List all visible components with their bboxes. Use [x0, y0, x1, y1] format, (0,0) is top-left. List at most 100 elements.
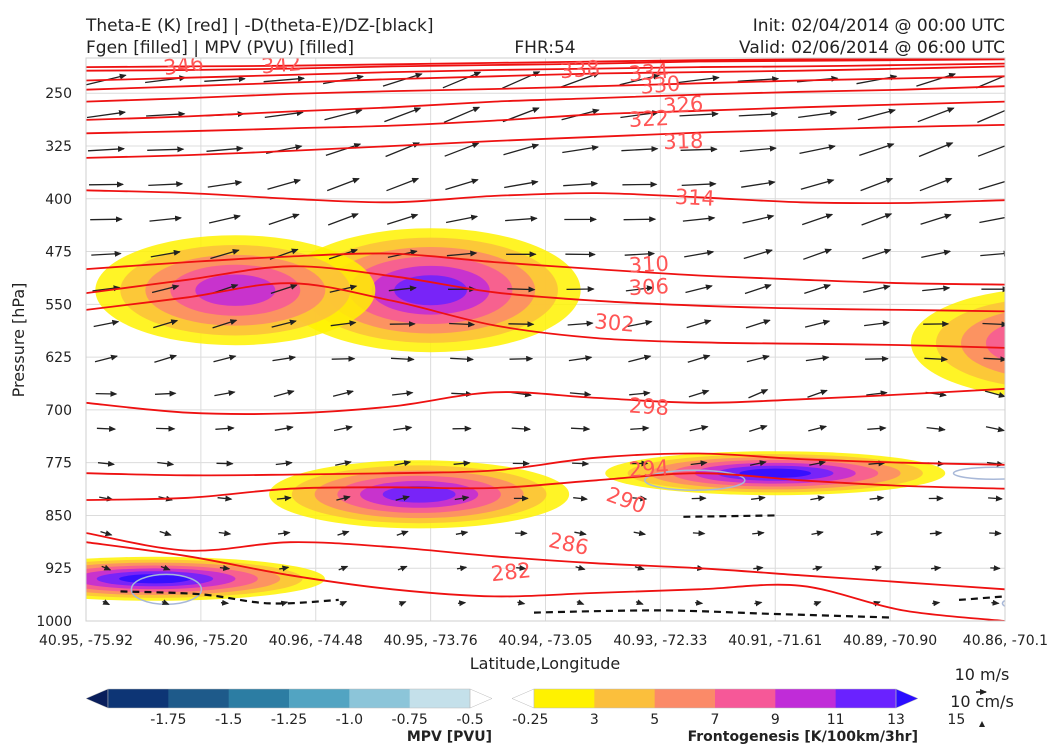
wind-vector — [804, 319, 831, 328]
wind-vector — [91, 250, 122, 257]
wind-vector — [931, 565, 942, 572]
colorbar-swatch — [654, 689, 716, 708]
wind-vector — [392, 390, 414, 397]
wind-vector — [386, 177, 420, 192]
y-tick-label: 925 — [45, 561, 72, 577]
dthetae-dz-line — [533, 609, 891, 619]
wind-vector — [811, 530, 824, 537]
x-axis-label: Latitude,Longitude — [470, 654, 621, 673]
wind-vector — [871, 565, 882, 572]
colorbar-swatch — [775, 689, 837, 708]
theta-e-label: 342 — [260, 51, 302, 78]
wind-vector — [154, 354, 178, 363]
wind-vector — [918, 142, 954, 158]
wind-vector — [204, 76, 246, 83]
wind-vector — [503, 143, 540, 156]
x-tick-label: 40.91, -71.61 — [728, 633, 822, 649]
wind-vector — [208, 214, 241, 224]
wind-vector — [983, 356, 1005, 363]
y-tick-label: 850 — [45, 508, 72, 524]
wind-vector — [748, 389, 769, 399]
fgen-colorbar-title: Frontogenesis [K/100km/3hr] — [688, 729, 918, 745]
colorbar-tick: 5 — [650, 712, 659, 728]
wind-vector — [754, 600, 763, 607]
wind-vector — [746, 354, 770, 363]
wind-vector — [916, 72, 957, 87]
colorbar-swatch — [228, 689, 290, 708]
theta-e-label: 330 — [639, 71, 681, 98]
wind-vector — [807, 389, 828, 398]
colorbar-extend — [895, 688, 919, 709]
wind-vector — [917, 107, 955, 123]
theta-e-line — [86, 282, 1005, 349]
wind-vector — [692, 530, 706, 537]
wind-vector — [338, 565, 349, 572]
wind-vector — [442, 71, 482, 89]
y-tick-label: 475 — [45, 245, 72, 261]
wind-vector — [444, 142, 480, 157]
wind-vector — [990, 565, 1001, 572]
theta-e-label: 318 — [663, 129, 704, 154]
wind-vector — [207, 180, 243, 188]
x-tick-label: 40.95, -73.76 — [384, 633, 478, 649]
wind-vector — [327, 213, 359, 226]
wind-vector — [454, 495, 470, 502]
y-tick-label: 250 — [45, 86, 72, 102]
theta-e-line — [86, 387, 1005, 415]
wind-vector — [455, 530, 469, 537]
wind-vector — [681, 181, 717, 188]
wind-vector — [508, 321, 535, 328]
y-tick-label: 400 — [45, 192, 72, 208]
theta-e-label: 306 — [628, 274, 669, 300]
wind-vector — [90, 216, 123, 223]
wind-vector — [737, 76, 780, 83]
colorbar-swatch — [349, 689, 411, 708]
colorbar-extend — [85, 688, 109, 709]
wind-vector — [267, 178, 302, 190]
colorbar-frame — [533, 688, 897, 709]
wind-vector — [516, 565, 527, 572]
wind-vector — [738, 111, 779, 118]
wind-vector — [569, 391, 592, 398]
wind-vector — [686, 319, 712, 329]
wind-vector — [509, 355, 534, 362]
wind-vector — [682, 215, 716, 222]
wind-vector — [859, 143, 895, 157]
colorbar-swatch — [534, 689, 595, 708]
wind-vector — [991, 599, 1000, 606]
wind-vector — [213, 354, 237, 363]
theta-e-line — [86, 541, 1005, 621]
wind-vector — [102, 599, 111, 606]
wind-vector — [398, 601, 407, 607]
wind-vector — [154, 390, 177, 397]
theta-e-label: 314 — [674, 185, 715, 211]
wind-vector — [382, 72, 423, 87]
theta-e-line — [86, 265, 1005, 313]
wind-vector — [680, 146, 718, 153]
wind-vector — [749, 424, 768, 433]
wind-vector — [632, 495, 648, 502]
wind-vector — [568, 355, 593, 362]
wind-vector — [560, 72, 601, 88]
x-tick-label: 40.95, -75.92 — [39, 633, 133, 649]
wind-vector — [753, 565, 764, 572]
wind-vector — [511, 425, 531, 432]
wind-vector — [570, 425, 591, 432]
wind-vector — [161, 599, 170, 605]
x-tick-label: 40.93, -72.33 — [613, 633, 707, 649]
wind-vector — [147, 146, 185, 153]
wind-vector — [271, 319, 297, 328]
colorbar-swatch — [168, 689, 230, 708]
x-tick-label: 40.86, -70.1 — [963, 633, 1048, 649]
wind-vector — [742, 214, 775, 224]
y-tick-labels: 250 325 400 475 550 625 700 775 850 925 1000 — [36, 86, 72, 630]
colorbar-swatch — [835, 689, 897, 708]
colorbar-extend — [511, 688, 535, 709]
x-tick-label: 40.96, -74.48 — [269, 633, 363, 649]
wind-vector — [332, 389, 354, 397]
wind-vector — [92, 285, 121, 292]
theta-e-label: 310 — [628, 252, 669, 278]
theta-e-label: 322 — [628, 106, 669, 132]
wind-vector — [800, 178, 835, 190]
theta-e-line — [86, 62, 1005, 82]
